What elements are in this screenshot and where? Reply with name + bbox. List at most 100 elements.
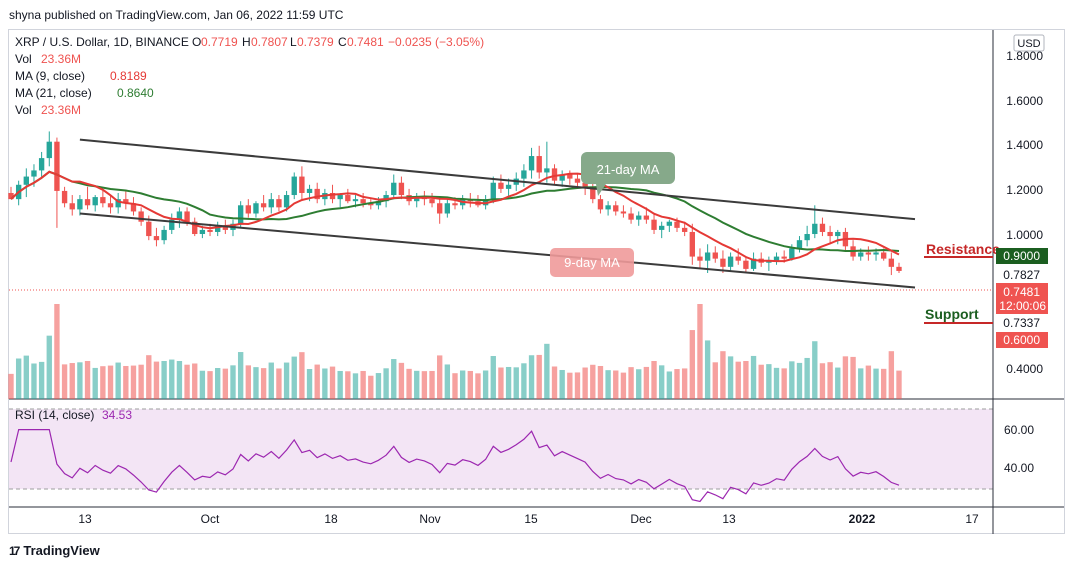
volume-bar xyxy=(184,364,190,399)
volume-bar xyxy=(689,330,695,399)
volume-bar xyxy=(245,365,251,399)
volume-bar xyxy=(444,364,451,399)
volume-bar xyxy=(636,369,642,399)
volume-bar xyxy=(582,367,588,399)
candle-body xyxy=(260,203,267,208)
candle-body xyxy=(643,215,650,220)
rsi-band xyxy=(9,409,993,489)
volume-bar xyxy=(15,358,22,399)
volume-bar xyxy=(337,370,343,399)
volume-bar xyxy=(391,359,397,399)
published-line: shyna published on TradingView.com, Jan … xyxy=(9,8,344,22)
chart-frame[interactable] xyxy=(8,29,1065,534)
l-value: 0.7379 xyxy=(297,35,334,49)
candle-body xyxy=(398,182,405,196)
volume-bar xyxy=(429,370,435,399)
candle-body xyxy=(222,225,229,230)
candle-body xyxy=(888,258,895,267)
candle-body xyxy=(299,176,305,193)
candle-body xyxy=(766,260,772,263)
volume-bar xyxy=(659,365,665,399)
candle-body xyxy=(329,192,336,200)
ma9-label: MA (9, close) xyxy=(15,69,85,83)
svg-text:0.7481: 0.7481 xyxy=(1003,285,1040,299)
candle-body xyxy=(712,252,718,259)
volume-bar xyxy=(827,362,833,399)
volume-bar xyxy=(360,370,366,399)
candle-body xyxy=(414,197,420,202)
candle-body xyxy=(773,256,780,261)
candle-body xyxy=(314,188,320,200)
volume-bar xyxy=(835,367,841,399)
candle-body xyxy=(107,203,114,208)
candle-body xyxy=(23,176,29,185)
volume-bar xyxy=(804,357,810,399)
ma21-value: 0.8640 xyxy=(117,86,154,100)
candle-body xyxy=(590,186,596,200)
volume-bar xyxy=(375,373,382,399)
volume-bar xyxy=(253,367,259,399)
candle-body xyxy=(31,170,37,177)
candle-body xyxy=(46,141,52,159)
currency-badge[interactable]: USD xyxy=(1013,34,1045,52)
ma9-line xyxy=(10,170,900,263)
volume-bar xyxy=(704,340,711,399)
volume-bar xyxy=(107,365,114,399)
candle-body xyxy=(38,158,45,171)
price-tick: 0.4000 xyxy=(1006,362,1043,376)
volume-bar xyxy=(597,365,604,399)
rsi-line xyxy=(10,429,900,503)
volume-bar xyxy=(383,368,389,399)
candle-body xyxy=(115,199,121,208)
candle-body xyxy=(268,199,274,208)
volume-bar xyxy=(414,370,420,399)
support-level-badge: 0.6000 xyxy=(996,332,1048,348)
change-value: −0.0235 (−3.05%) xyxy=(388,35,484,49)
candle-body xyxy=(207,229,213,232)
volume-bar xyxy=(758,364,764,399)
candle-body xyxy=(169,219,175,230)
candle-body xyxy=(835,231,841,237)
volume-bar xyxy=(276,368,282,399)
svg-text:0.7337: 0.7337 xyxy=(1003,316,1040,330)
volume-bar xyxy=(643,366,650,399)
h-value: 0.7807 xyxy=(251,35,288,49)
volume-bar xyxy=(628,367,634,399)
candle-body xyxy=(735,256,741,261)
volume-bar xyxy=(567,372,573,399)
candle-body xyxy=(681,227,688,232)
candle-body xyxy=(819,223,826,232)
candle-body xyxy=(77,199,83,210)
volume-bar xyxy=(490,356,496,399)
time-tick: 13 xyxy=(78,512,92,526)
volume-bar xyxy=(237,352,244,399)
candle-body xyxy=(666,221,673,226)
channel-upper-line xyxy=(79,138,916,221)
volume-bar xyxy=(850,356,856,399)
candle-body xyxy=(215,225,221,232)
ma21-line xyxy=(10,170,900,252)
volume-bar xyxy=(528,355,535,399)
volume-bar xyxy=(750,355,757,399)
vol-value: 23.36M xyxy=(41,52,81,66)
time-tick: 2022 xyxy=(849,512,876,526)
volume-bar xyxy=(521,363,527,399)
candle-body xyxy=(743,260,749,269)
volume-bar xyxy=(291,356,297,399)
candle-body xyxy=(858,252,864,257)
candle-body xyxy=(69,203,75,210)
candle-body xyxy=(375,201,382,206)
ma9-callout-text: 9-day MA xyxy=(564,255,620,270)
volume-bar xyxy=(161,361,167,399)
candle-body xyxy=(123,199,129,204)
volume-bar xyxy=(92,367,98,399)
tradingview-footer[interactable]: 17 TradingView xyxy=(9,543,100,558)
candle-body xyxy=(184,211,190,222)
candle-body xyxy=(192,221,198,235)
candle-body xyxy=(253,203,259,214)
volume-bar xyxy=(283,362,290,399)
volume-bar xyxy=(54,304,60,399)
candle-body xyxy=(237,205,244,224)
vol2-value: 23.36M xyxy=(41,103,81,117)
